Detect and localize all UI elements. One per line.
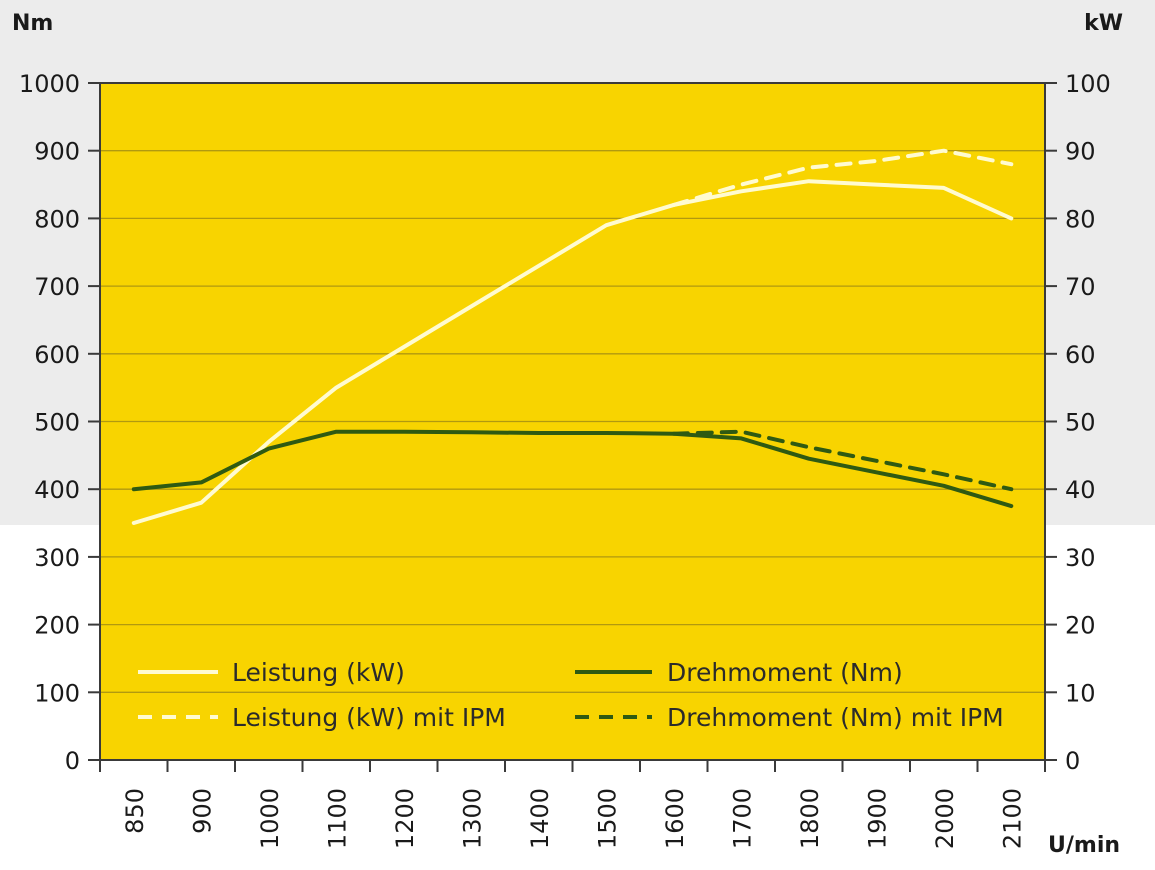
right-tick-label: 70 — [1065, 273, 1096, 301]
right-tick-label: 50 — [1065, 409, 1096, 437]
left-tick-label: 700 — [34, 273, 80, 301]
x-tick-label: 1300 — [458, 788, 486, 849]
left-axis-unit: Nm — [12, 11, 53, 36]
left-tick-label: 600 — [34, 341, 80, 369]
axes: 0 0 100 10 200 20 300 30 400 40 500 50 600 60 700 70 800… — [19, 70, 1111, 849]
left-tick-label: 200 — [34, 612, 80, 640]
x-tick-label: 1000 — [256, 788, 284, 849]
right-tick-label: 100 — [1065, 70, 1111, 98]
series-line-3 — [671, 429, 1014, 492]
x-tick-label: 850 — [121, 788, 149, 834]
right-tick-label: 90 — [1065, 138, 1096, 166]
left-tick-label: 300 — [34, 544, 80, 572]
right-tick-label: 80 — [1065, 205, 1096, 233]
legend-label: Drehmoment (Nm) — [667, 658, 903, 687]
x-tick-label: 2100 — [998, 788, 1026, 849]
x-tick-label: 1600 — [661, 788, 689, 849]
left-tick-label: 800 — [34, 205, 80, 233]
x-tick-label: 1800 — [796, 788, 824, 849]
series-line-2 — [131, 429, 1014, 509]
series-lines — [131, 148, 1014, 525]
right-tick-label: 0 — [1065, 747, 1080, 775]
left-tick-label: 400 — [34, 476, 80, 504]
series-line-0 — [131, 179, 1014, 525]
gridlines — [100, 150, 1045, 693]
x-tick-label: 900 — [188, 788, 216, 834]
x-axis-unit: U/min — [1048, 833, 1120, 858]
x-tick-label: 1400 — [526, 788, 554, 849]
x-tick-label: 2000 — [931, 788, 959, 849]
left-tick-label: 1000 — [19, 70, 80, 98]
x-tick-label: 1100 — [323, 788, 351, 849]
x-tick-label: 1200 — [391, 788, 419, 849]
x-tick-label: 1900 — [863, 788, 891, 849]
left-tick-label: 0 — [65, 747, 80, 775]
series-line-1 — [671, 148, 1014, 207]
right-tick-label: 20 — [1065, 612, 1096, 640]
right-tick-label: 30 — [1065, 544, 1096, 572]
right-tick-label: 60 — [1065, 341, 1096, 369]
legend-label: Drehmoment (Nm) mit IPM — [667, 703, 1004, 732]
right-tick-label: 40 — [1065, 476, 1096, 504]
legend-label: Leistung (kW) — [232, 658, 405, 687]
left-tick-label: 900 — [34, 138, 80, 166]
legend: Leistung (kW) Drehmoment (Nm) Leistung (kW… — [138, 658, 1004, 732]
left-tick-label: 100 — [34, 679, 80, 707]
legend-label: Leistung (kW) mit IPM — [232, 703, 506, 732]
x-tick-label: 1500 — [593, 788, 621, 849]
right-tick-label: 10 — [1065, 679, 1096, 707]
x-tick-label: 1700 — [728, 788, 756, 849]
right-axis-unit: kW — [1084, 11, 1123, 36]
left-tick-label: 500 — [34, 409, 80, 437]
